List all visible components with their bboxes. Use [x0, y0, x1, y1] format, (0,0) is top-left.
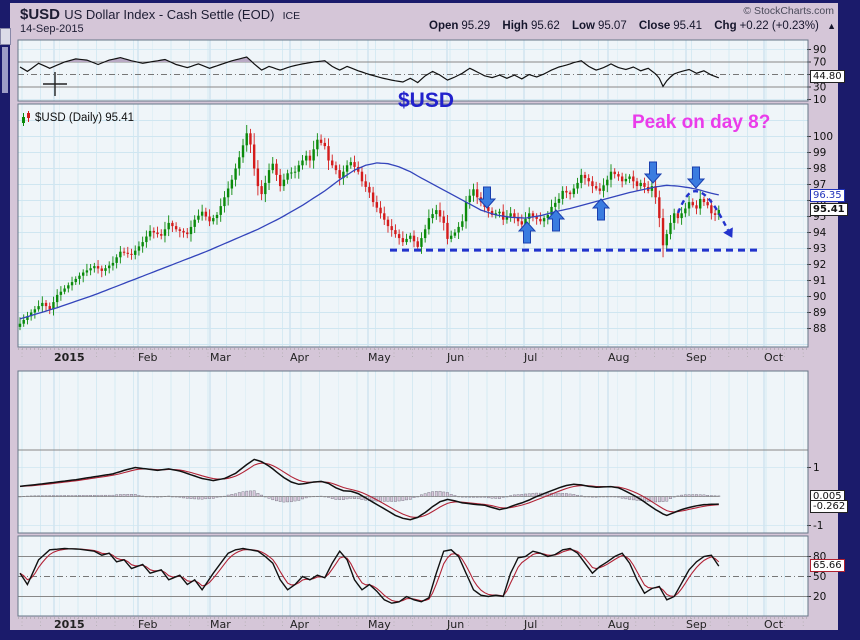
candlestick-icon	[22, 111, 30, 126]
macd-value-tag: -0.262	[810, 500, 849, 513]
rsi-value-tag: 44.80	[810, 70, 845, 83]
up-arrow-icon	[591, 198, 611, 221]
svg-text:Jul: Jul	[523, 351, 537, 364]
down-arrow-icon	[477, 186, 497, 209]
projection-curve-arrow	[676, 190, 730, 231]
svg-text:Apr: Apr	[290, 618, 310, 631]
symbol-label: $USD	[20, 6, 61, 23]
up-arrow-icon	[517, 221, 537, 244]
svg-text:Jun: Jun	[446, 618, 464, 631]
svg-text:May: May	[368, 351, 391, 364]
copyright-label: © StockCharts.com	[743, 5, 834, 17]
svg-text:10: 10	[813, 94, 826, 106]
svg-text:Feb: Feb	[138, 351, 157, 364]
up-triangle-icon: ▲	[827, 21, 836, 31]
svg-text:2015: 2015	[54, 351, 85, 364]
svg-text:98: 98	[813, 163, 826, 175]
svg-text:20: 20	[813, 591, 826, 603]
svg-text:Jul: Jul	[523, 618, 537, 631]
svg-text:Aug: Aug	[608, 351, 629, 364]
svg-text:89: 89	[813, 307, 826, 319]
date-axis: 2015 Feb Mar Apr May Jun Jul Aug Sep Oct 2015 Feb Ma…	[18, 348, 808, 631]
macd-plot	[18, 458, 721, 521]
crosshair-icon	[43, 72, 67, 96]
scrollbar-arrow-button[interactable]	[0, 28, 11, 45]
annotation-peak-question: Peak on day 8?	[632, 112, 771, 133]
stochastic-value-tag: 65.66	[810, 559, 845, 572]
panel-borders	[17, 39, 809, 617]
svg-text:Sep: Sep	[686, 618, 707, 631]
down-arrow-icon	[643, 161, 663, 184]
instrument-name: US Dollar Index - Cash Settle (EOD)	[64, 7, 275, 22]
axis-labels: 90705030101009998979695949392919089881-1…	[807, 44, 833, 603]
high-value: 95.62	[530, 20, 560, 32]
svg-text:May: May	[368, 618, 391, 631]
candlesticks	[18, 124, 720, 331]
svg-text:Oct: Oct	[764, 351, 784, 364]
quote-bar: Open 95.29 High 95.62 Low 95.07 Close 95.41 …	[420, 20, 836, 32]
moving-average-value-tag: 96.35	[810, 189, 845, 202]
svg-text:Sep: Sep	[686, 351, 707, 364]
svg-text:-1: -1	[813, 520, 823, 532]
close-value: 95.41	[673, 20, 703, 32]
open-label: Open	[429, 20, 459, 32]
low-value: 95.07	[597, 20, 627, 32]
low-label: Low	[571, 20, 595, 32]
svg-text:91: 91	[813, 275, 826, 287]
main-chart-label: $USD (Daily) 95.41	[35, 112, 135, 124]
svg-text:30: 30	[813, 82, 826, 94]
high-label: High	[502, 20, 528, 32]
chg-value: +0.22 (+0.23%)	[739, 20, 819, 32]
exchange-label: ICE	[282, 10, 301, 22]
last-price-tag: 95.41	[810, 203, 848, 216]
svg-text:100: 100	[813, 131, 833, 143]
annotation-symbol-text: $USD	[398, 89, 455, 112]
svg-text:Oct: Oct	[764, 618, 784, 631]
up-arrow-icon	[546, 209, 566, 232]
chg-label: Chg	[714, 20, 737, 32]
svg-text:Mar: Mar	[210, 351, 231, 364]
svg-text:92: 92	[813, 259, 826, 271]
open-value: 95.29	[461, 20, 491, 32]
svg-text:2015: 2015	[54, 618, 85, 631]
svg-text:70: 70	[813, 57, 826, 69]
svg-text:Jun: Jun	[446, 351, 464, 364]
svg-text:99: 99	[813, 147, 826, 159]
annotation-arrows	[477, 161, 733, 244]
svg-text:Aug: Aug	[608, 618, 629, 631]
svg-text:88: 88	[813, 323, 826, 335]
svg-text:Feb: Feb	[138, 618, 157, 631]
svg-text:1: 1	[813, 462, 820, 474]
chart-title: $USD US Dollar Index - Cash Settle (EOD)…	[20, 6, 300, 23]
svg-text:Apr: Apr	[290, 351, 310, 364]
svg-text:50: 50	[813, 571, 826, 583]
scrollbar-thumb[interactable]	[2, 47, 8, 93]
svg-text:90: 90	[813, 44, 826, 56]
stochastic-plot	[19, 547, 720, 604]
down-arrow-icon	[686, 166, 706, 189]
chart-date: 14-Sep-2015	[20, 23, 84, 35]
rsi-plot	[19, 56, 720, 88]
close-label: Close	[638, 20, 671, 32]
svg-text:97: 97	[813, 179, 826, 191]
svg-text:90: 90	[813, 291, 826, 303]
svg-text:Mar: Mar	[210, 618, 231, 631]
svg-text:93: 93	[813, 243, 826, 255]
svg-text:94: 94	[813, 227, 827, 239]
